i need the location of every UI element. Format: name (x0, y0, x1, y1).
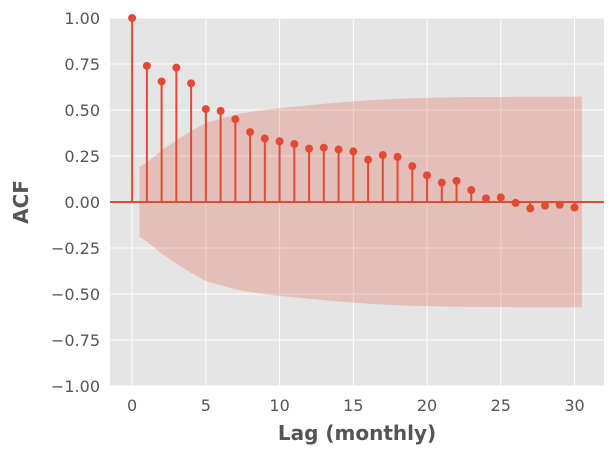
acf-point-lag-3 (172, 63, 181, 72)
acf-point-lag-7 (231, 115, 240, 124)
acf-point-lag-19 (408, 162, 417, 171)
acf-point-lag-14 (334, 145, 343, 154)
acf-point-lag-21 (437, 178, 446, 187)
acf-markers (128, 14, 579, 213)
y-tick-label: 0.00 (64, 193, 100, 212)
x-tick-label: 30 (564, 396, 584, 415)
x-axis-label: Lag (monthly) (278, 421, 436, 445)
acf-point-lag-16 (364, 155, 373, 164)
acf-point-lag-26 (511, 198, 520, 207)
y-tick-label: −0.50 (51, 285, 100, 304)
x-tick-label: 5 (201, 396, 211, 415)
acf-point-lag-13 (319, 143, 328, 152)
acf-point-lag-10 (275, 137, 284, 146)
y-tick-labels: 1.00 0.75 0.50 0.25 0.00 −0.25 −0.50 −0.75 −1.00 (51, 9, 100, 396)
acf-point-lag-12 (305, 144, 314, 153)
acf-point-lag-4 (187, 79, 196, 88)
y-axis-label: ACF (9, 180, 33, 224)
y-tick-label: 0.25 (64, 147, 100, 166)
acf-point-lag-15 (349, 147, 358, 156)
acf-point-lag-28 (541, 201, 550, 210)
y-tick-label: 0.75 (64, 55, 100, 74)
acf-point-lag-17 (378, 151, 387, 160)
grid-lines (110, 17, 604, 387)
y-tick-label: −1.00 (51, 377, 100, 396)
acf-point-lag-25 (496, 193, 505, 202)
acf-point-lag-23 (467, 186, 476, 195)
acf-point-lag-27 (526, 204, 535, 213)
acf-point-lag-1 (142, 61, 151, 70)
acf-point-lag-8 (246, 128, 255, 137)
x-tick-label: 15 (343, 396, 363, 415)
acf-point-lag-2 (157, 77, 166, 86)
x-tick-labels: 0 5 10 15 20 25 30 (127, 396, 585, 415)
y-tick-label: 1.00 (64, 9, 100, 28)
acf-stems (131, 18, 576, 209)
x-tick-label: 20 (417, 396, 437, 415)
y-tick-label: −0.75 (51, 331, 100, 350)
acf-point-lag-6 (216, 106, 225, 115)
acf-point-lag-29 (555, 200, 564, 209)
y-tick-label: 0.50 (64, 101, 100, 120)
acf-point-lag-20 (423, 171, 432, 180)
acf-point-lag-0 (128, 14, 137, 22)
acf-point-lag-9 (260, 134, 269, 143)
y-tick-label: −0.25 (51, 239, 100, 258)
acf-point-lag-5 (201, 105, 210, 114)
x-tick-label: 10 (269, 396, 289, 415)
acf-point-lag-24 (482, 194, 491, 203)
acf-point-lag-18 (393, 152, 402, 161)
acf-point-lag-22 (452, 176, 461, 185)
acf-point-lag-30 (570, 203, 579, 212)
acf-point-lag-11 (290, 140, 299, 149)
x-tick-label: 25 (491, 396, 511, 415)
x-tick-label: 0 (127, 396, 137, 415)
